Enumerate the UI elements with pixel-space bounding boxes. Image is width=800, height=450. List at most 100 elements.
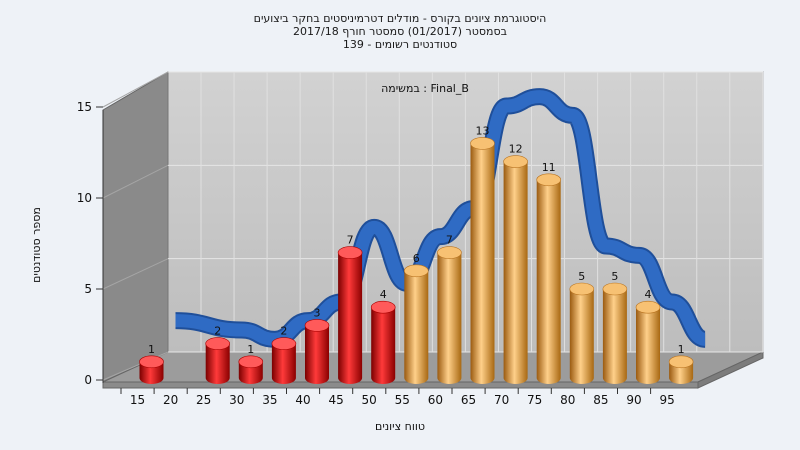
bar-body [404, 270, 429, 384]
bar-body [503, 161, 528, 384]
x-tick-label: 20 [163, 393, 178, 407]
bar-top [470, 137, 495, 150]
bar-body [271, 343, 296, 384]
bar-value-label: 1 [247, 343, 254, 356]
bar-value-label: 12 [509, 143, 523, 156]
y-tick-label: 10 [77, 191, 92, 205]
floor-right-edge [697, 351, 764, 389]
bar-value-label: 1 [148, 343, 155, 356]
bar-95: 1 [668, 343, 694, 384]
bar-80: 5 [569, 270, 595, 384]
bar-top [635, 300, 661, 314]
y-gridline-side [102, 258, 169, 290]
bar-value-label: 5 [611, 270, 618, 283]
bar-value-label: 5 [578, 270, 585, 283]
bar-70: 12 [503, 143, 528, 384]
y-tick-label: 5 [84, 282, 92, 296]
bar-15: 1 [139, 343, 164, 384]
bar-90: 4 [635, 288, 661, 384]
bar-value-label: 6 [413, 252, 420, 265]
bar-body [569, 289, 594, 384]
bar-top [437, 246, 462, 259]
bar-30: 1 [238, 343, 264, 384]
x-tick-label: 15 [130, 393, 145, 407]
bar-value-label: 4 [380, 288, 387, 301]
bar-75: 11 [536, 161, 562, 384]
trend-ribbon [175, 90, 707, 346]
x-tick-label: 65 [461, 393, 476, 407]
bar-body [470, 143, 495, 384]
bar-35: 2 [271, 325, 297, 384]
bar-65: 13 [470, 124, 495, 384]
bar-body [536, 179, 561, 384]
bar-50: 4 [370, 288, 396, 384]
x-tick-label: 60 [428, 393, 443, 407]
x-tick-label: 80 [560, 393, 575, 407]
x-tick-label: 25 [196, 393, 211, 407]
bar-top [536, 173, 562, 187]
bar-top [205, 337, 230, 350]
bar-top [602, 282, 628, 296]
x-tick-label: 70 [494, 393, 509, 407]
y-gridline-side [102, 164, 169, 199]
bar-45: 7 [337, 234, 363, 384]
x-tick-label: 95 [659, 393, 674, 407]
gridlines [102, 71, 764, 381]
bar-body [139, 361, 164, 384]
chart-title-line-1: היסטוגרמת ציונים בקורס - מודלים דטרמיניס… [254, 12, 547, 25]
bar-body [305, 325, 329, 384]
bar-body [238, 361, 263, 384]
x-tick-label: 45 [328, 393, 343, 407]
bar-body [205, 343, 230, 384]
bar-value-label: 4 [645, 288, 652, 301]
plot-floor [102, 351, 764, 383]
x-tick-label: 55 [395, 393, 410, 407]
y-gridline-side [102, 71, 169, 108]
bar-body [437, 252, 462, 384]
bar-value-label: 3 [314, 306, 321, 319]
bar-top [403, 264, 429, 278]
x-tick-label: 75 [527, 393, 542, 407]
x-tick-label: 50 [362, 393, 377, 407]
bar-top [337, 246, 363, 259]
x-axis-title: טווח ציונים [375, 420, 425, 433]
task-annotation: במשימה : Final_B [381, 82, 469, 95]
y-tick-label: 15 [77, 100, 92, 114]
x-tick-label: 40 [295, 393, 310, 407]
bar-body [636, 307, 660, 384]
chart-title-line-2: בסמסטר (01/2017) סמסטר חורף 2017/18 [293, 25, 507, 38]
bar-60: 7 [437, 234, 462, 384]
y-tick-label: 0 [84, 373, 92, 387]
bar-top [370, 300, 396, 314]
trend-series [175, 88, 708, 348]
bar-value-label: 11 [542, 161, 556, 174]
bar-body [371, 307, 396, 384]
bar-top [271, 337, 297, 350]
x-tick-label: 30 [229, 393, 244, 407]
bar-body [669, 361, 694, 384]
bar-value-label: 7 [347, 234, 354, 247]
bar-top [503, 155, 528, 168]
bar-top [139, 355, 164, 369]
bar-value-label: 1 [678, 343, 685, 356]
bar-55: 6 [403, 252, 429, 384]
bar-value-label: 7 [446, 234, 453, 247]
y-axis-title: מספר סטודנטים [30, 207, 43, 283]
bar-value-label: 2 [214, 325, 221, 338]
bar-top [668, 355, 694, 369]
bar-top [238, 355, 264, 369]
bar-value-label: 2 [280, 325, 287, 338]
bar-top [569, 282, 595, 296]
bar-40: 3 [304, 306, 330, 384]
chart-title-line-3: 139 - סטודנטים רשומים [343, 38, 457, 51]
bar-value-label: 13 [476, 124, 490, 137]
x-tick-label: 85 [593, 393, 608, 407]
x-tick-label: 35 [262, 393, 277, 407]
bar-body [602, 289, 627, 384]
x-tick-label: 90 [626, 393, 641, 407]
bar-85: 5 [602, 270, 628, 384]
